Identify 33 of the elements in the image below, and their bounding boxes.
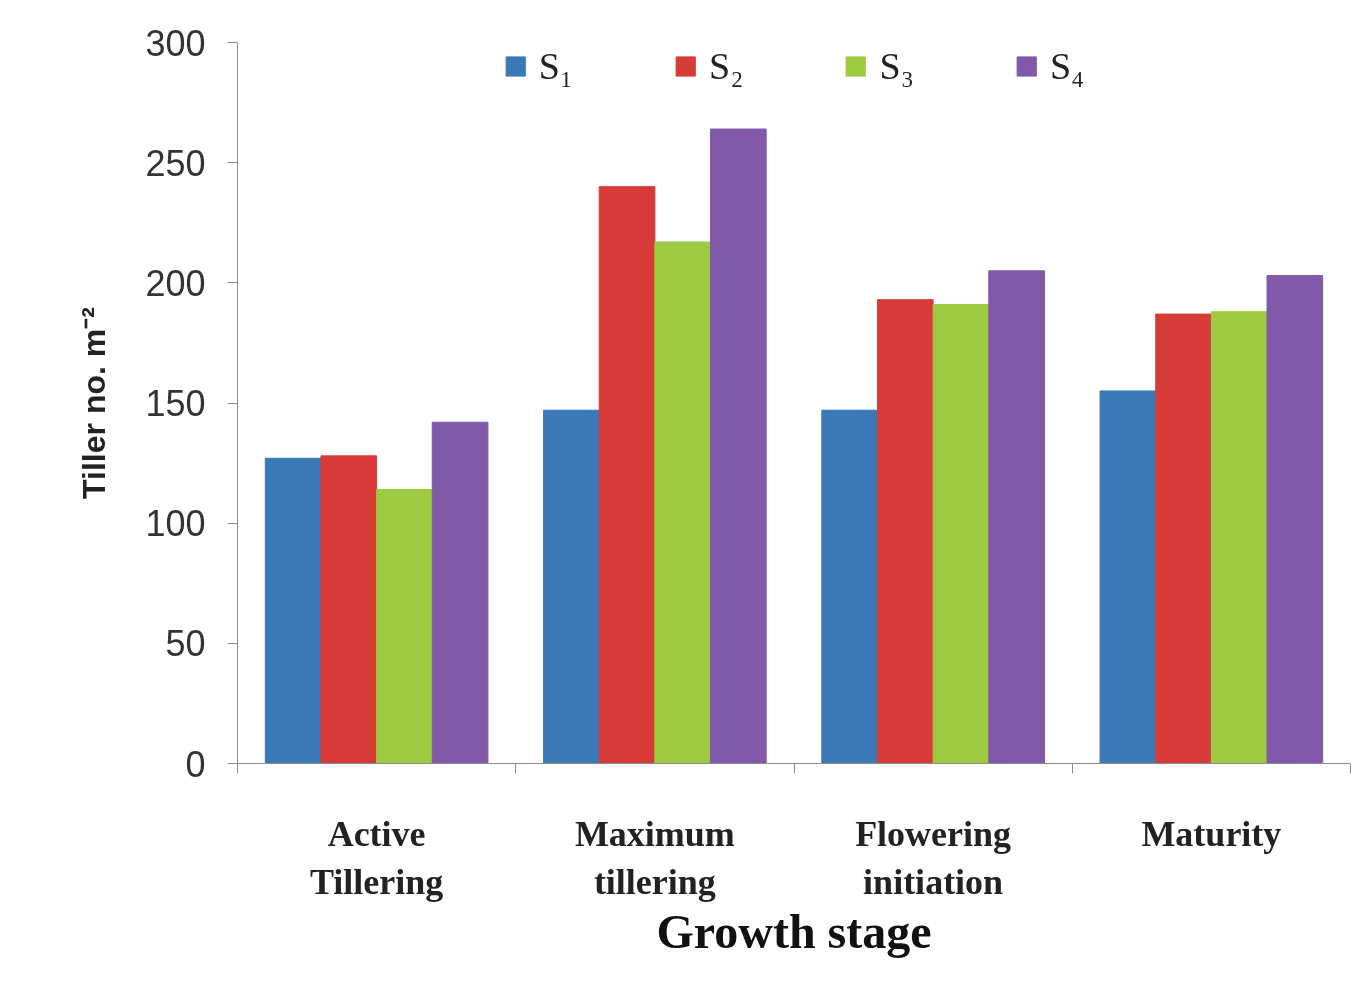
bar — [431, 421, 489, 764]
x-axis-title: Growth stage — [656, 904, 932, 958]
bar — [1210, 311, 1268, 764]
y-tick-label: 100 — [145, 503, 206, 545]
x-tick-label: Maturity — [1141, 813, 1282, 854]
y-tick-label: 200 — [145, 262, 206, 304]
legend-label: S₂ — [709, 44, 744, 88]
y-tick-label: 150 — [145, 383, 206, 424]
bar — [1266, 275, 1324, 764]
bar — [1155, 313, 1212, 764]
y-axis-title: Tiller no. m⁻² — [76, 307, 113, 499]
bar — [876, 299, 934, 764]
y-tick-label: 300 — [145, 22, 206, 64]
y-tick-label: 50 — [165, 623, 206, 665]
bar — [988, 270, 1045, 764]
bar — [543, 409, 600, 764]
x-tick-label: Flowering initiation — [855, 813, 1012, 902]
legend-label: S₄ — [1049, 44, 1085, 88]
x-tick-label: Maximum tillering — [574, 813, 735, 902]
bar — [320, 455, 378, 764]
bar — [1099, 390, 1157, 764]
bar — [598, 186, 656, 764]
bar — [264, 457, 322, 764]
x-tick-label: Active Tillering — [309, 813, 444, 902]
y-tick-label: 0 — [185, 743, 206, 785]
y-tick-label: 250 — [145, 142, 206, 184]
bar — [654, 241, 712, 764]
bar — [376, 489, 433, 764]
bar — [821, 409, 878, 764]
bar — [932, 303, 990, 764]
legend-label: S₃ — [879, 44, 914, 88]
legend-label: S₁ — [538, 44, 574, 88]
bar — [710, 128, 767, 764]
